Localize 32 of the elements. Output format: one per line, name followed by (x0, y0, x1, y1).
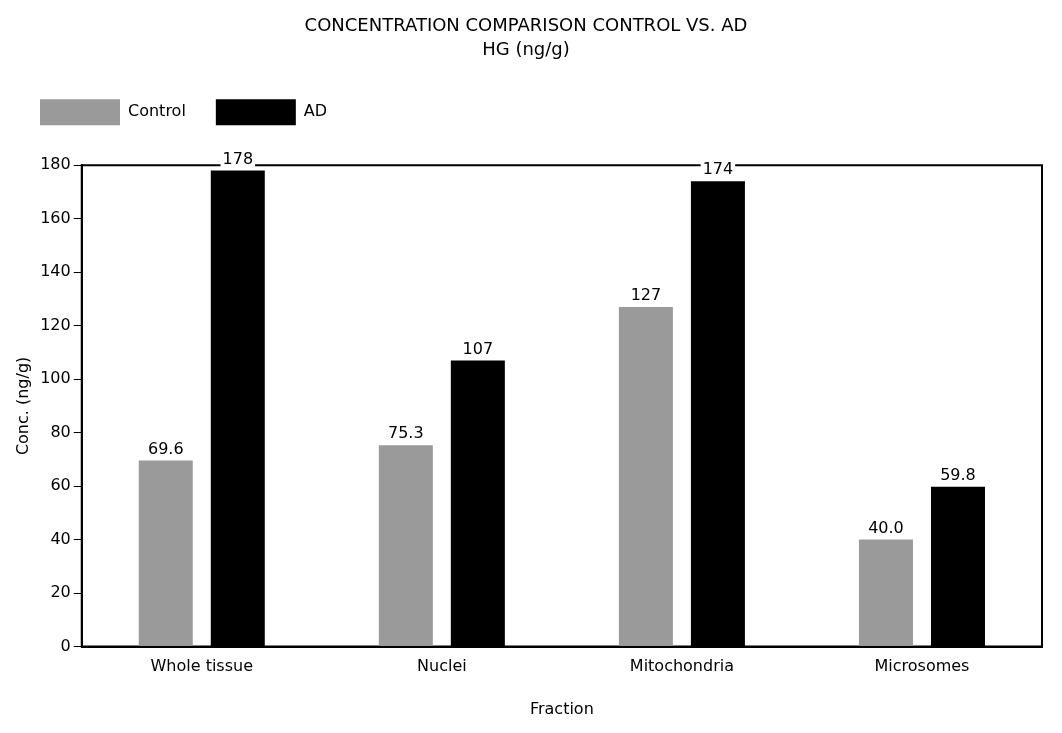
chart-subtitle: HG (ng/g) (482, 38, 570, 60)
y-tick-label: 100 (40, 368, 71, 388)
x-tick-label: Whole tissue (150, 656, 254, 676)
legend-label: AD (303, 101, 328, 121)
data-label: 174 (702, 159, 734, 179)
x-tick-label: Mitochondria (629, 656, 734, 676)
y-tick-label: 80 (50, 421, 71, 441)
y-tick-label: 60 (50, 475, 71, 495)
data-label: 178 (222, 148, 254, 168)
bar (138, 460, 193, 647)
data-label: 59.8 (940, 464, 976, 484)
data-label: 40.0 (868, 517, 904, 537)
data-label: 107 (462, 338, 494, 358)
data-label: 75.3 (388, 423, 424, 443)
x-tick-label: Microsomes (874, 656, 970, 676)
y-tick-label: 40 (50, 528, 71, 548)
y-tick-label: 140 (40, 261, 71, 281)
chart-title: CONCENTRATION COMPARISON CONTROL VS. AD (304, 14, 748, 36)
y-tick-label: 180 (40, 154, 71, 174)
x-tick-label: Nuclei (417, 656, 467, 676)
y-tick-label: 160 (40, 207, 71, 227)
data-label: 127 (630, 285, 662, 305)
y-axis-title: Conc. (ng/g) (12, 356, 32, 456)
bar (618, 306, 673, 647)
bar (858, 539, 913, 647)
data-label: 69.6 (147, 438, 184, 458)
y-tick-label: 120 (40, 314, 71, 334)
bar (378, 445, 433, 647)
y-tick-label: 20 (50, 582, 71, 602)
x-axis-title: Fraction (529, 698, 594, 718)
y-tick-label: 0 (60, 635, 71, 655)
legend-label: Control (128, 101, 186, 121)
